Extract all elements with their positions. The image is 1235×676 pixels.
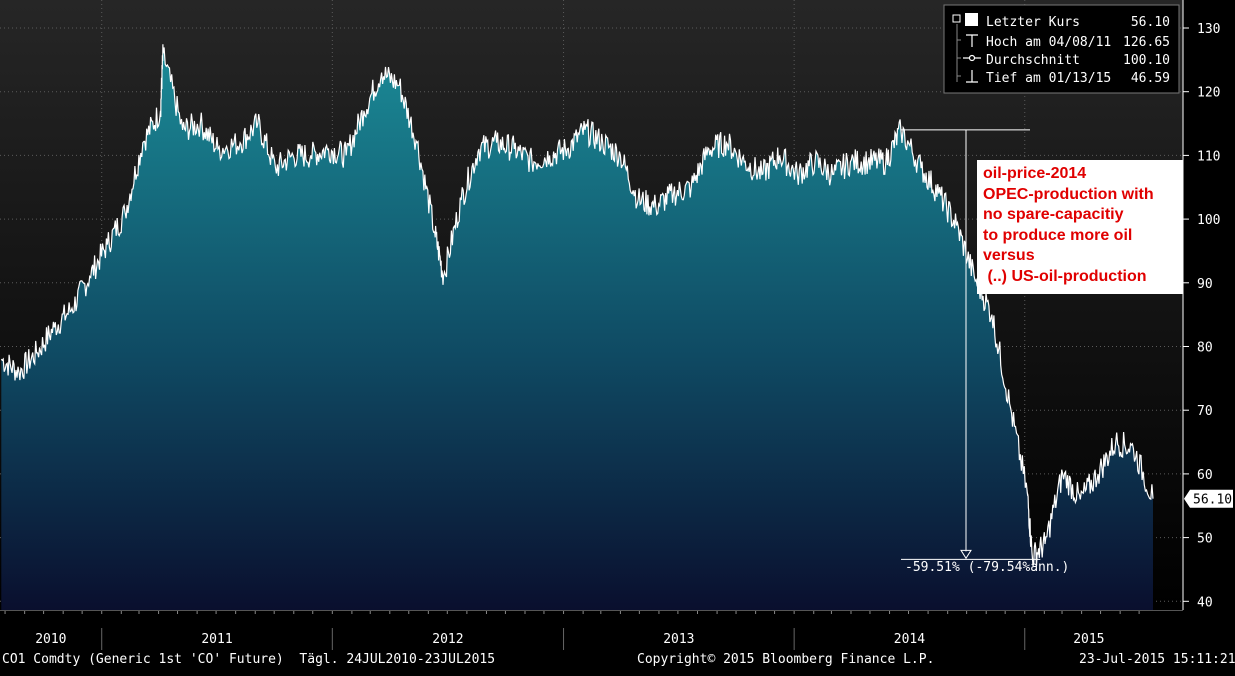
annotation-line: to produce more oil: [983, 226, 1133, 244]
y-tick-label: 70: [1197, 404, 1213, 419]
legend-row-high: Hoch am 04/08/11 126.65: [966, 34, 1170, 50]
x-tick-label: 2015: [1073, 632, 1104, 647]
x-tick-label: 2012: [432, 632, 463, 647]
legend-value: 100.10: [1123, 53, 1170, 68]
legend-frame: [943, 4, 1180, 94]
annotation-box: oil-price-2014 OPEC-production with no s…: [977, 160, 1183, 294]
legend-row-low: Tief am 01/13/15 46.59: [966, 70, 1170, 86]
last-price-swatch-icon: [965, 13, 978, 26]
y-tick-label: 80: [1197, 341, 1213, 356]
footer-timestamp: 23-Jul-2015 15:11:21: [1079, 652, 1235, 667]
annotation-line: oil-price-2014: [983, 165, 1087, 182]
y-tick-label: 120: [1197, 86, 1220, 101]
y-axis: 130 120 110 100 90 80 70 60 50 40: [1183, 22, 1220, 610]
drawdown-measure: [900, 129, 1041, 560]
legend-label: Tief am 01/13/15: [986, 71, 1111, 86]
y-tick-label: 100: [1197, 213, 1220, 228]
legend-box: Letzter Kurs 56.10 Hoch am 04/08/11 126.…: [943, 4, 1180, 94]
last-price-tag: 56.10: [1184, 489, 1233, 508]
price-line: [0, 44, 1154, 566]
x-tick-label: 2010: [35, 632, 66, 647]
last-price-value: 56.10: [1193, 493, 1232, 508]
legend-label: Letzter Kurs: [986, 15, 1080, 30]
price-area: [1, 44, 1153, 610]
y-tick-label: 40: [1197, 595, 1213, 610]
measure-arrow-icon: [960, 549, 972, 560]
y-tick-label: 130: [1197, 22, 1220, 37]
low-marker-icon: [966, 70, 978, 83]
y-tick-label: 110: [1197, 149, 1220, 164]
annotation-line: versus: [983, 247, 1035, 265]
x-tick-label: 2011: [201, 632, 232, 647]
legend-row-last: Letzter Kurs 56.10: [952, 13, 1170, 30]
collapse-icon[interactable]: [952, 14, 961, 23]
annotation-line: OPEC-production with: [983, 185, 1154, 203]
legend-tree-lines: [956, 24, 961, 82]
x-axis: 2010 2011 2012 2013 2014 2015: [4, 610, 1140, 650]
legend-label: Durchschnitt: [986, 53, 1080, 68]
legend-label: Hoch am 04/08/11: [986, 35, 1111, 50]
footer-ticker: CO1 Comdty (Generic 1st 'CO' Future) Täg…: [2, 652, 496, 667]
y-tick-label: 90: [1197, 277, 1213, 292]
average-dot-icon: [968, 54, 976, 62]
legend-value: 46.59: [1131, 71, 1170, 86]
x-axis-line: [0, 610, 1183, 611]
legend-row-average: Durchschnitt 100.10: [963, 53, 1170, 68]
drawdown-label: -59.51% (-79.54%ann.): [905, 560, 1069, 575]
annotation-line: (..) US-oil-production: [983, 267, 1147, 285]
high-marker-icon: [966, 34, 978, 47]
y-tick-label: 60: [1197, 468, 1213, 483]
annotation-line: no spare-capacitiy: [983, 206, 1124, 224]
footer-copyright: Copyright© 2015 Bloomberg Finance L.P.: [637, 652, 935, 667]
legend-value: 126.65: [1123, 35, 1170, 50]
x-tick-label: 2014: [894, 632, 925, 647]
x-tick-label: 2013: [663, 632, 694, 647]
y-tick-label: 50: [1197, 532, 1213, 547]
legend-value: 56.10: [1131, 15, 1170, 30]
